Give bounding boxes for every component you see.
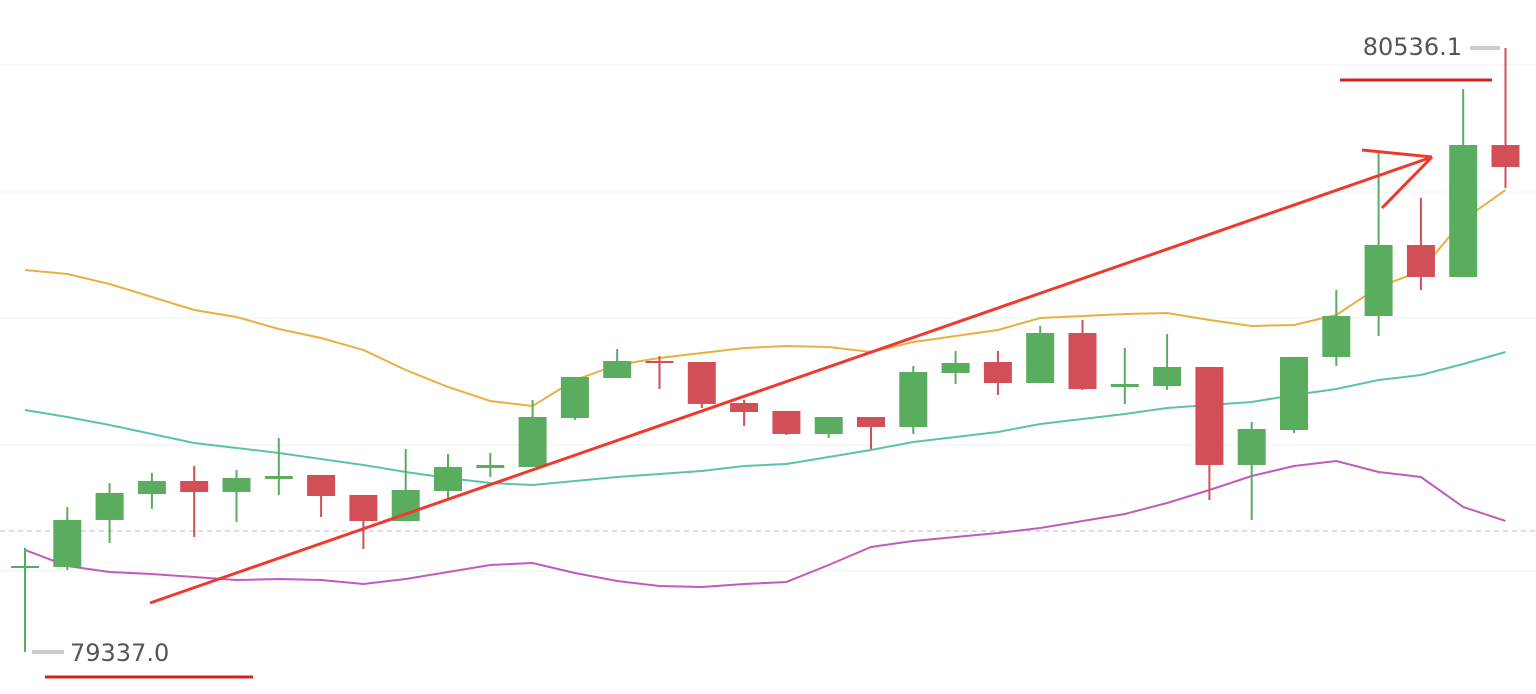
candle-body [95, 492, 124, 520]
arrow-head [1380, 155, 1434, 210]
arrow-head [1361, 148, 1433, 159]
candle-body [1280, 356, 1308, 431]
candle-body [899, 371, 928, 427]
candle-body [222, 478, 251, 493]
candle-body [814, 417, 843, 434]
candle-body [264, 475, 293, 479]
candle-body [687, 362, 716, 404]
candle-body [434, 466, 462, 492]
candle-body [983, 362, 1012, 384]
candle-body [11, 566, 39, 569]
indicator-line [24, 459, 1506, 588]
candle-body [857, 417, 885, 427]
candle-body [645, 361, 674, 364]
candle-body [137, 480, 166, 494]
plot [11, 48, 1520, 652]
trend-arrow [149, 155, 1433, 605]
candle-body [53, 519, 82, 567]
indicator-line [24, 189, 1507, 408]
indicator-line [24, 351, 1506, 487]
max-label: 80536.1 [1363, 33, 1462, 61]
candle-body [1491, 145, 1520, 167]
candle-body [730, 403, 759, 412]
candle-body [603, 361, 632, 378]
candle-body [1026, 332, 1055, 384]
candle-body [772, 410, 801, 434]
candle-body [1153, 366, 1182, 386]
candle-body [1406, 245, 1435, 277]
candle-body [560, 376, 589, 418]
candle-body [941, 362, 970, 373]
candle-body [1195, 366, 1224, 465]
candle-body [1322, 315, 1351, 357]
candle-body [1449, 145, 1478, 277]
candle-body [180, 480, 209, 493]
candle-body [1110, 383, 1139, 387]
candle-body [307, 474, 336, 496]
candle-body [518, 417, 547, 467]
min-label: 79337.0 [70, 639, 169, 667]
candle-body [349, 494, 378, 521]
candle-body [476, 464, 505, 468]
candle-body [1237, 429, 1266, 465]
candle-body [1068, 332, 1097, 390]
candle-body [1364, 245, 1393, 316]
drawing [149, 148, 1434, 605]
